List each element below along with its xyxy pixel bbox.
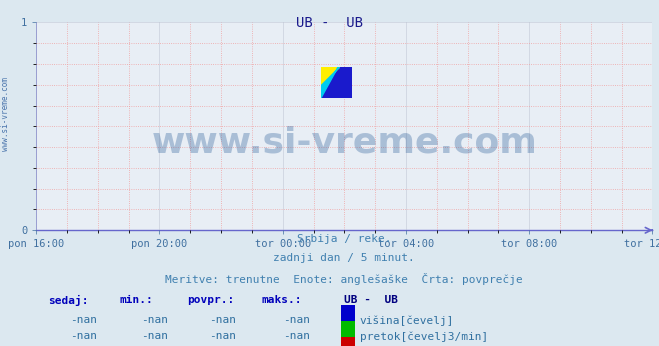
Text: -nan: -nan <box>141 331 168 341</box>
Text: -nan: -nan <box>70 315 97 325</box>
Text: sedaj:: sedaj: <box>49 295 89 307</box>
Text: UB -  UB: UB - UB <box>296 16 363 29</box>
Text: -nan: -nan <box>209 331 236 341</box>
Text: -nan: -nan <box>283 315 310 325</box>
Text: min.:: min.: <box>119 295 153 306</box>
Text: www.si-vreme.com: www.si-vreme.com <box>1 77 10 151</box>
Text: maks.:: maks.: <box>261 295 302 306</box>
Text: UB -  UB: UB - UB <box>344 295 398 306</box>
Text: -nan: -nan <box>141 315 168 325</box>
Text: pretok[čevelj3/min]: pretok[čevelj3/min] <box>360 331 488 342</box>
Text: www.si-vreme.com: www.si-vreme.com <box>152 126 537 160</box>
Text: -nan: -nan <box>70 331 97 341</box>
FancyBboxPatch shape <box>341 305 355 321</box>
FancyBboxPatch shape <box>341 321 355 337</box>
Text: Meritve: trenutne  Enote: anglešaške  Črta: povprečje: Meritve: trenutne Enote: anglešaške Črta… <box>165 273 523 285</box>
Text: zadnji dan / 5 minut.: zadnji dan / 5 minut. <box>273 253 415 263</box>
Text: -nan: -nan <box>209 315 236 325</box>
Text: Srbija / reke.: Srbija / reke. <box>297 234 391 244</box>
Text: povpr.:: povpr.: <box>187 295 235 306</box>
Text: višina[čevelj]: višina[čevelj] <box>360 315 454 326</box>
FancyBboxPatch shape <box>341 337 355 346</box>
Text: -nan: -nan <box>283 331 310 341</box>
